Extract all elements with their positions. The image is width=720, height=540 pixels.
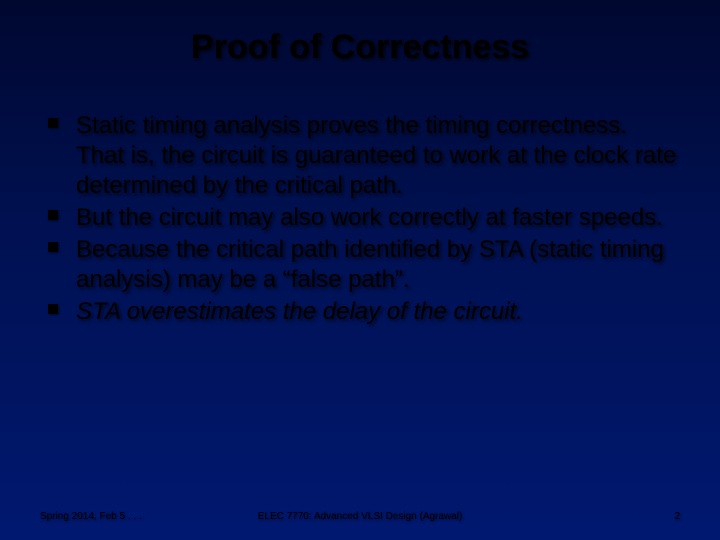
slide-container: Proof of Correctness Static timing analy… [0, 0, 720, 540]
square-bullet-icon [48, 242, 58, 252]
square-bullet-icon [48, 304, 58, 314]
square-bullet-icon [48, 118, 58, 128]
bullet-text: STA overestimates the delay of the circu… [76, 298, 523, 325]
bullet-text: But the circuit may also work correctly … [76, 204, 663, 231]
list-item: But the circuit may also work correctly … [40, 203, 680, 233]
slide-title: Proof of Correctness [40, 28, 680, 67]
square-bullet-icon [48, 210, 58, 220]
list-item: Static timing analysis proves the timing… [40, 111, 680, 201]
list-item: Because the critical path identified by … [40, 235, 680, 295]
footer-center: ELEC 7770: Advanced VLSI Design (Agrawal… [258, 511, 463, 522]
bullet-list: Static timing analysis proves the timing… [40, 111, 680, 327]
list-item: STA overestimates the delay of the circu… [40, 297, 680, 327]
bullet-text: Because the critical path identified by … [76, 236, 664, 293]
bullet-text: Static timing analysis proves the timing… [76, 112, 676, 199]
slide-footer: Spring 2014, Feb 5 . . . ELEC 7770: Adva… [40, 511, 680, 522]
slide-content: Static timing analysis proves the timing… [40, 111, 680, 540]
footer-right: 2 [674, 511, 680, 522]
footer-left: Spring 2014, Feb 5 . . . [40, 511, 142, 522]
